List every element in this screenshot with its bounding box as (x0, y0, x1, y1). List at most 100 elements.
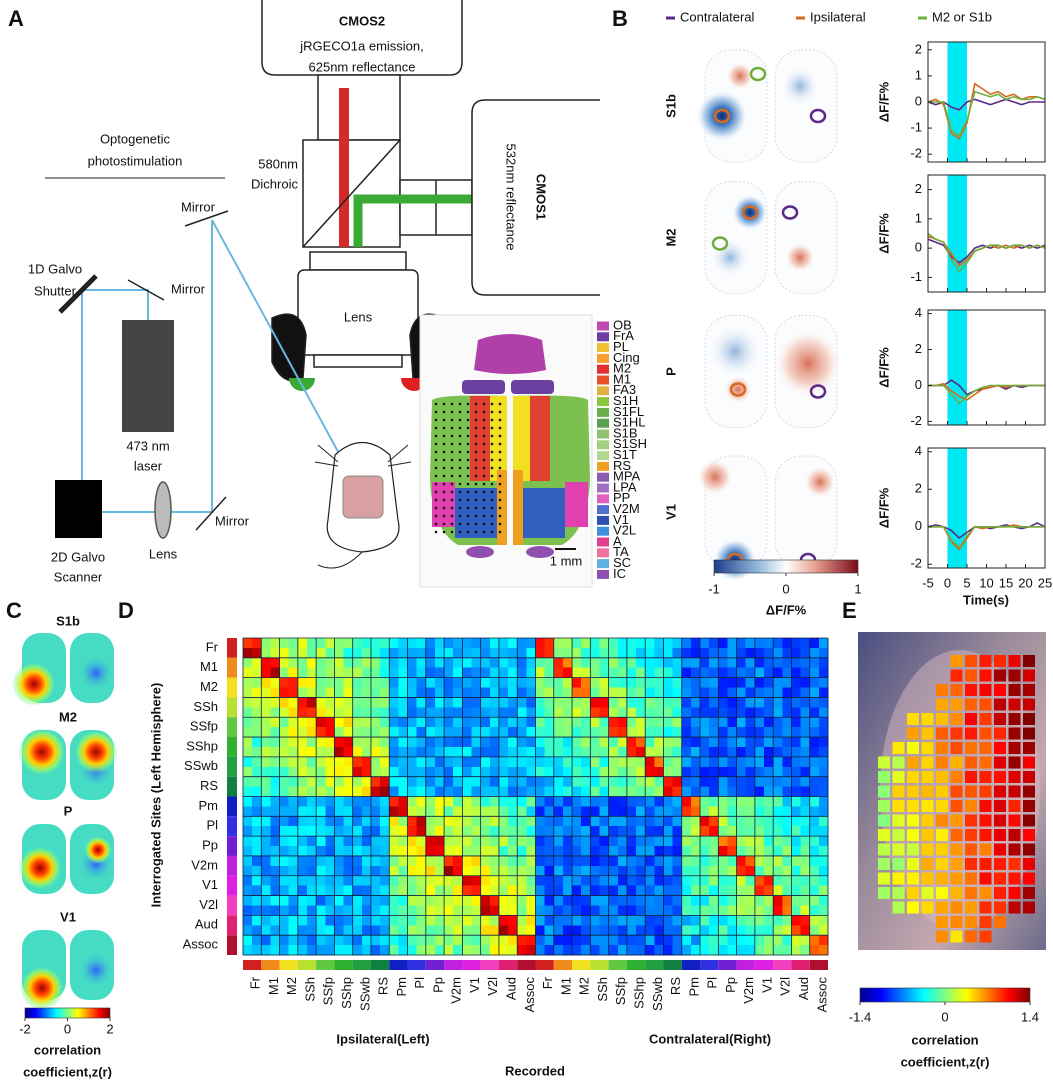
matrix-cell (490, 787, 500, 797)
matrix-cell (618, 767, 628, 777)
matrix-cell (801, 797, 811, 807)
matrix-cell (280, 688, 290, 698)
x-axis-label: Recorded (505, 1063, 565, 1078)
stim-window (948, 175, 968, 292)
x-tick-label: M2 (577, 977, 592, 995)
matrix-cell (490, 846, 500, 856)
matrix-cell (362, 737, 372, 747)
matrix-cell (298, 668, 308, 678)
matrix-cell (243, 697, 253, 707)
matrix-cell (307, 757, 317, 767)
matrix-cell (737, 945, 747, 955)
matrix-cell (645, 638, 655, 648)
matrix-cell (691, 945, 701, 955)
legend-swatch (597, 473, 609, 482)
matrix-cell (727, 846, 737, 856)
matrix-cell (554, 777, 564, 787)
matrix-cell (773, 707, 783, 717)
matrix-cell (371, 717, 381, 727)
matrix-cell (453, 688, 463, 698)
site-square (980, 728, 992, 740)
trace (928, 527, 1045, 548)
matrix-cell (417, 826, 427, 836)
matrix-cell (334, 856, 344, 866)
matrix-cell (746, 707, 756, 717)
matrix-cell (261, 648, 271, 658)
matrix-cell (554, 787, 564, 797)
matrix-cell (380, 658, 390, 668)
matrix-cell (599, 925, 609, 935)
matrix-cell (252, 816, 262, 826)
site-square (994, 800, 1006, 812)
matrix-cell (481, 777, 491, 787)
matrix-cell (691, 688, 701, 698)
matrix-cell (426, 925, 436, 935)
matrix-cell (590, 836, 600, 846)
matrix-cell (526, 727, 536, 737)
matrix-cell (444, 905, 454, 915)
matrix-cell (334, 896, 344, 906)
matrix-cell (645, 737, 655, 747)
matrix-cell (590, 925, 600, 935)
matrix-cell (627, 747, 637, 757)
matrix-cell (298, 717, 308, 727)
matrix-cell (453, 668, 463, 678)
matrix-cell (554, 896, 564, 906)
matrix-cell (398, 787, 408, 797)
matrix-cell (709, 678, 719, 688)
matrix-cell (636, 767, 646, 777)
matrix-cell (773, 806, 783, 816)
site-square (893, 742, 905, 754)
matrix-cell (791, 658, 801, 668)
matrix-cell (353, 678, 363, 688)
x-tick-label: Aud (504, 977, 519, 1000)
matrix-cell (490, 836, 500, 846)
region-stripe (334, 960, 352, 970)
matrix-cell (362, 826, 372, 836)
region-stripe (755, 960, 773, 970)
matrix-cell (554, 727, 564, 737)
matrix-cell (663, 668, 673, 678)
matrix-cell (453, 935, 463, 945)
matrix-cell (727, 707, 737, 717)
matrix-cell (673, 787, 683, 797)
matrix-cell (289, 638, 299, 648)
matrix-cell (773, 836, 783, 846)
matrix-cell (801, 886, 811, 896)
matrix-cell (526, 658, 536, 668)
matrix-cell (261, 678, 271, 688)
matrix-cell (462, 846, 472, 856)
matrix-cell (682, 925, 692, 935)
matrix-cell (737, 747, 747, 757)
matrix-cell (444, 935, 454, 945)
site-square (936, 858, 948, 870)
x-tick-label: M1 (266, 977, 281, 995)
matrix-cell (572, 806, 582, 816)
matrix-cell (718, 658, 728, 668)
matrix-cell (764, 648, 774, 658)
matrix-cell (298, 945, 308, 955)
matrix-cell (499, 856, 509, 866)
matrix-cell (773, 915, 783, 925)
matrix-cell (773, 816, 783, 826)
matrix-cell (727, 648, 737, 658)
site-square (893, 800, 905, 812)
matrix-cell (517, 707, 527, 717)
matrix-cell (663, 757, 673, 767)
matrix-cell (663, 925, 673, 935)
region-stripe (227, 717, 237, 737)
matrix-cell (691, 648, 701, 658)
matrix-cell (764, 925, 774, 935)
region-stripe (389, 960, 407, 970)
matrix-cell (773, 688, 783, 698)
matrix-cell (563, 717, 573, 727)
colorbar-tick-label: 1 (854, 581, 861, 596)
matrix-cell (499, 757, 509, 767)
site-square (878, 844, 890, 856)
matrix-cell (526, 856, 536, 866)
matrix-cell (444, 806, 454, 816)
atlas-region (466, 546, 494, 558)
matrix-cell (581, 777, 591, 787)
matrix-cell (819, 688, 829, 698)
matrix-cell (417, 648, 427, 658)
